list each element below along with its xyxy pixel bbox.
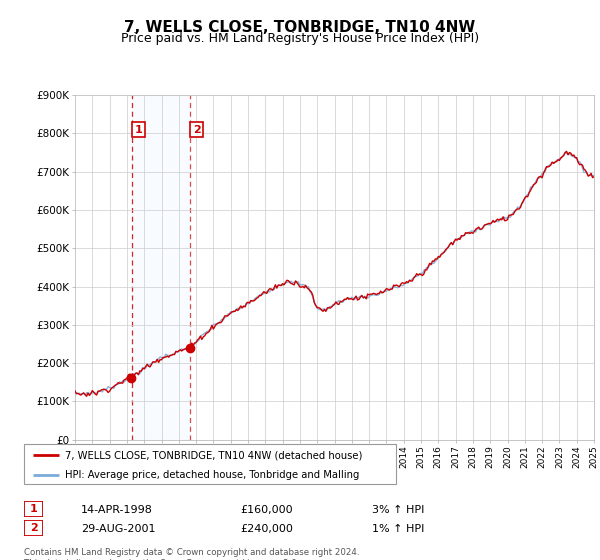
Text: £240,000: £240,000 (240, 524, 293, 534)
Text: 7, WELLS CLOSE, TONBRIDGE, TN10 4NW (detached house): 7, WELLS CLOSE, TONBRIDGE, TN10 4NW (det… (65, 450, 362, 460)
FancyBboxPatch shape (24, 444, 396, 484)
FancyBboxPatch shape (24, 501, 43, 517)
Text: £160,000: £160,000 (240, 505, 293, 515)
Text: 7, WELLS CLOSE, TONBRIDGE, TN10 4NW: 7, WELLS CLOSE, TONBRIDGE, TN10 4NW (124, 20, 476, 35)
Text: Contains HM Land Registry data © Crown copyright and database right 2024.
This d: Contains HM Land Registry data © Crown c… (24, 548, 359, 560)
Text: 1% ↑ HPI: 1% ↑ HPI (372, 524, 424, 534)
Text: 14-APR-1998: 14-APR-1998 (81, 505, 153, 515)
Bar (132, 95, 190, 440)
Text: 1: 1 (134, 125, 142, 134)
Text: 2: 2 (193, 125, 200, 134)
Text: 2: 2 (30, 523, 37, 533)
Text: 3% ↑ HPI: 3% ↑ HPI (372, 505, 424, 515)
Text: 29-AUG-2001: 29-AUG-2001 (81, 524, 155, 534)
Text: HPI: Average price, detached house, Tonbridge and Malling: HPI: Average price, detached house, Tonb… (65, 470, 359, 480)
FancyBboxPatch shape (24, 520, 43, 536)
Text: 1: 1 (30, 504, 37, 514)
Text: Price paid vs. HM Land Registry's House Price Index (HPI): Price paid vs. HM Land Registry's House … (121, 32, 479, 45)
